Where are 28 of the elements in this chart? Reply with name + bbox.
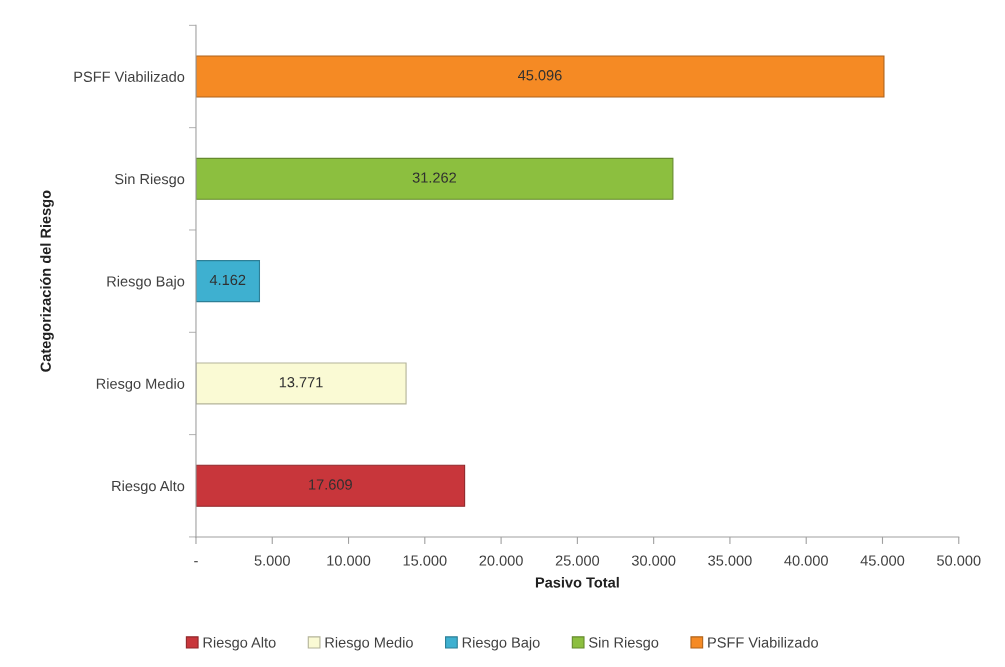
x-tick-label: 50.000 (937, 555, 981, 566)
legend-label: Riesgo Bajo (462, 636, 540, 651)
y-tick-label: PSFF Viabilizado (74, 71, 185, 82)
legend-label: Riesgo Alto (203, 636, 276, 651)
x-tick-label: 25.000 (555, 555, 600, 566)
data-label: 4.162 (209, 274, 246, 286)
data-label: 17.609 (309, 479, 352, 490)
x-tick-label: 10.000 (327, 555, 371, 566)
x-axis-title: Pasivo Total (535, 576, 619, 588)
data-label: 31.262 (412, 172, 457, 183)
y-axis-title: Categorización del Riesgo (40, 190, 54, 372)
x-tick-label: 40.000 (784, 555, 828, 566)
y-tick-label: Sin Riesgo (115, 173, 185, 188)
legend-label: Riesgo Medio (325, 636, 413, 651)
y-tick-label: Riesgo Bajo (107, 275, 185, 290)
data-label: 45.096 (518, 70, 562, 81)
x-tick-label: 45.000 (860, 555, 905, 566)
y-tick-label: Riesgo Medio (96, 378, 185, 392)
x-tick-label: 30.000 (631, 555, 676, 566)
x-tick-label: 15.000 (403, 555, 447, 566)
legend-label: Sin Riesgo (589, 636, 659, 651)
x-tick-label: 35.000 (708, 555, 752, 566)
x-tick-label: - (194, 561, 198, 563)
x-tick-label: 20.000 (479, 555, 523, 566)
legend-label: PSFF Viabilizado (708, 636, 818, 648)
x-tick-label: 5.000 (254, 555, 290, 566)
data-label: 13.771 (279, 377, 323, 388)
y-tick-label: Riesgo Alto (112, 480, 185, 495)
